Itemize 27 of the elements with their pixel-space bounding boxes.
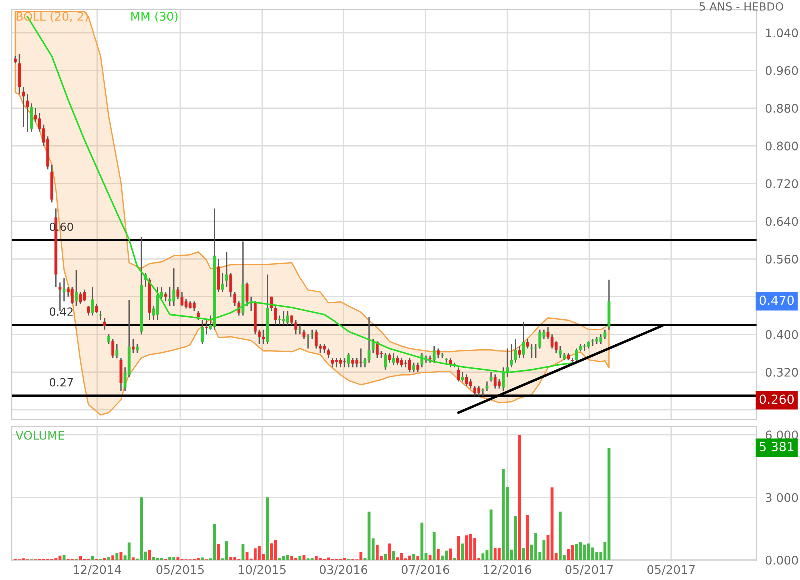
y-tick-label: 0.320 bbox=[766, 368, 798, 377]
y-tick-label: 3 000 bbox=[766, 493, 798, 502]
x-tick-label: 12/2016 bbox=[484, 565, 532, 576]
x-tick-label: 12/2014 bbox=[74, 565, 122, 576]
chart-title: VOLUME bbox=[16, 431, 64, 440]
y-tick-label: 0.560 bbox=[766, 254, 798, 264]
x-tick-label: 05/2017 bbox=[566, 565, 613, 576]
x-tick-label: 05/2015 bbox=[156, 565, 204, 576]
ref-line-label: 0.42 bbox=[50, 308, 73, 316]
y-tick-label: 0.400 bbox=[766, 330, 798, 340]
text: MM (30) bbox=[132, 12, 178, 22]
chart-subtitle: 5 ANS - HEBDO bbox=[700, 2, 784, 11]
x-tick-label: 10/2015 bbox=[239, 565, 286, 576]
annotation: 0.260 bbox=[760, 394, 794, 404]
y-tick-label: 0.880 bbox=[766, 104, 798, 114]
y-tick-label: 0.720 bbox=[766, 180, 798, 188]
y-tick-label: 0.800 bbox=[766, 142, 798, 151]
y-tick-label: 0.000 bbox=[766, 556, 798, 565]
annotation: 0.470 bbox=[760, 296, 794, 306]
y-tick-label: 0.640 bbox=[766, 217, 798, 226]
x-tick-label: 03/2016 bbox=[320, 565, 368, 576]
x-tick-label: 05/2017 bbox=[648, 565, 695, 576]
x-tick-label: 07/2016 bbox=[402, 565, 450, 576]
ref-line-label: 0.27 bbox=[50, 378, 74, 387]
annotation: 5 381 bbox=[760, 442, 794, 452]
y-tick-label: 0.960 bbox=[766, 66, 798, 76]
y-tick-label: 1.040 bbox=[766, 28, 798, 38]
